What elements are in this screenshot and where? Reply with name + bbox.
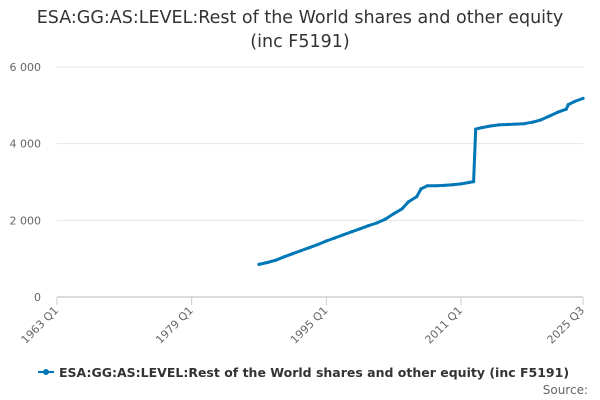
data-point[interactable] (472, 180, 476, 184)
data-point[interactable] (480, 126, 484, 130)
data-point[interactable] (324, 239, 328, 243)
data-point[interactable] (375, 221, 379, 225)
data-point[interactable] (467, 180, 471, 184)
data-point[interactable] (573, 99, 577, 104)
x-tick-label: 1963 Q1 (19, 304, 62, 347)
series-line[interactable] (257, 96, 585, 266)
chart-title-line-2: (inc F5191) (250, 32, 350, 52)
legend-marker-icon (38, 366, 54, 378)
data-point[interactable] (522, 122, 526, 126)
data-point[interactable] (257, 262, 261, 266)
data-point[interactable] (451, 183, 455, 187)
data-point[interactable] (530, 120, 535, 124)
data-point[interactable] (434, 184, 438, 188)
data-point[interactable] (383, 217, 387, 221)
y-tick-label: 4 000 (10, 138, 42, 151)
series-group (257, 96, 585, 266)
data-point[interactable] (358, 227, 362, 231)
data-point[interactable] (274, 258, 278, 262)
data-point[interactable] (265, 260, 269, 265)
y-axis: 0 2 000 4 000 6 000 (10, 61, 42, 304)
data-point[interactable] (400, 207, 404, 211)
data-point[interactable] (291, 252, 295, 256)
data-point[interactable] (497, 123, 501, 127)
chart-title-line-1: ESA:GG:AS:LEVEL:Rest of the World shares… (36, 8, 564, 28)
data-point[interactable] (556, 110, 560, 114)
data-point[interactable] (581, 96, 585, 100)
data-point[interactable] (341, 233, 345, 237)
data-point[interactable] (350, 230, 354, 234)
data-point[interactable] (415, 195, 419, 199)
data-point[interactable] (316, 242, 320, 247)
chart-title: ESA:GG:AS:LEVEL:Rest of the World shares… (0, 6, 600, 54)
data-point[interactable] (299, 249, 303, 253)
data-point[interactable] (505, 122, 509, 127)
legend[interactable]: ESA:GG:AS:LEVEL:Rest of the World shares… (38, 362, 569, 382)
data-point[interactable] (474, 127, 478, 131)
data-point[interactable] (564, 107, 568, 111)
y-tick-label: 0 (34, 291, 41, 304)
x-tick-label: 1995 Q1 (288, 304, 331, 347)
y-tick-label: 6 000 (10, 61, 42, 74)
data-point[interactable] (539, 118, 543, 122)
source-label: Source: (542, 383, 588, 397)
data-point[interactable] (566, 103, 570, 107)
data-point[interactable] (392, 212, 396, 216)
data-point[interactable] (459, 182, 463, 186)
data-point[interactable] (488, 124, 492, 128)
data-point[interactable] (406, 200, 410, 204)
data-point[interactable] (425, 184, 429, 188)
data-point[interactable] (442, 183, 446, 187)
data-point[interactable] (419, 187, 423, 191)
x-tick-label: 1979 Q1 (153, 304, 196, 347)
data-point[interactable] (514, 122, 518, 126)
x-axis: 1963 Q1 1979 Q1 1995 Q1 2011 Q1 2025 Q3 (19, 297, 588, 347)
data-point[interactable] (307, 246, 312, 250)
data-point[interactable] (333, 236, 337, 240)
legend-label: ESA:GG:AS:LEVEL:Rest of the World shares… (59, 364, 570, 380)
x-tick-label: 2025 Q3 (545, 304, 588, 347)
x-tick-label: 2011 Q1 (423, 304, 466, 347)
data-point[interactable] (547, 114, 551, 118)
y-tick-label: 2 000 (10, 214, 42, 227)
data-point[interactable] (366, 224, 370, 228)
gridlines (57, 66, 583, 298)
data-point[interactable] (282, 255, 286, 259)
